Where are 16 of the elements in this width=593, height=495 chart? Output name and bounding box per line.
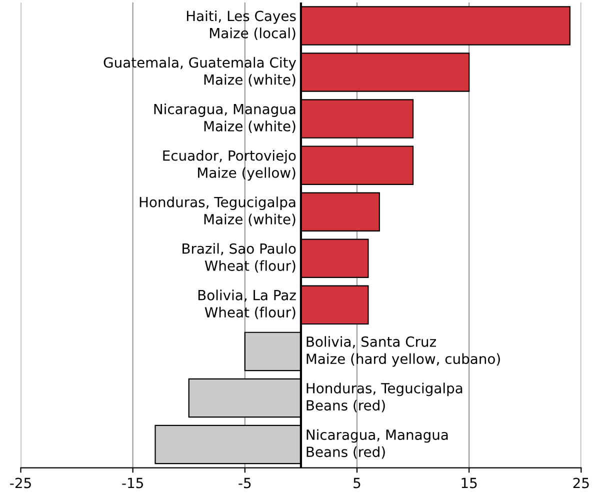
x-tick-label: -15 xyxy=(122,478,143,488)
y-tick-label: Bolivia, Santa Cruz Maize (hard yellow, cubano) xyxy=(306,336,500,367)
x-tick-label: 5 xyxy=(354,478,360,488)
x-tick-label: -25 xyxy=(10,478,31,488)
x-tick-label: 15 xyxy=(462,478,477,488)
y-tick-label: Guatemala, Guatemala City Maize (white) xyxy=(104,56,296,86)
y-tick-label: Nicaragua, Managua Beans (red) xyxy=(306,429,448,459)
y-tick-label: Haiti, Les Cayes Maize (local) xyxy=(186,10,296,40)
y-tick-label: Bolivia, La Paz Wheat (flour) xyxy=(198,290,296,320)
x-tick-label: 25 xyxy=(573,478,589,488)
y-tick-label: Nicaragua, Managua Maize (white) xyxy=(154,104,296,134)
y-tick-label: Ecuador, Portoviejo Maize (yellow) xyxy=(163,150,296,181)
y-tick-label: Brazil, Sao Paulo Wheat (flour) xyxy=(182,243,296,273)
x-tick-label: -5 xyxy=(238,478,251,488)
y-tick-label: Honduras, Tegucigalpa Maize (white) xyxy=(140,196,296,226)
y-tick-label: Honduras, Tegucigalpa Beans (red) xyxy=(306,382,462,412)
